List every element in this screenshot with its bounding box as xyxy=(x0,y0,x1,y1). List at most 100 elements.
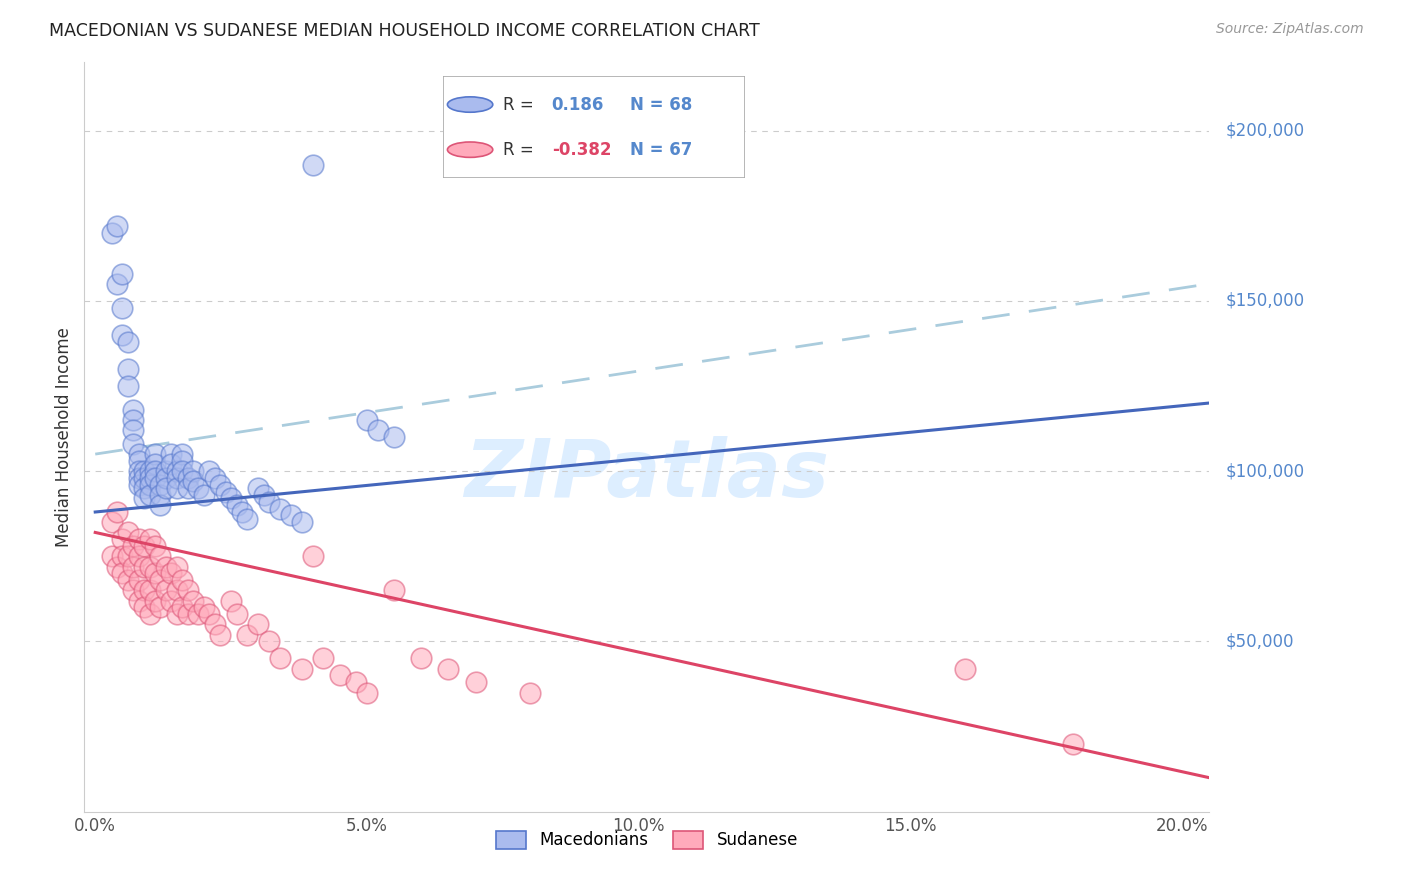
Point xyxy=(143,471,166,485)
Point xyxy=(225,498,247,512)
Point xyxy=(134,491,156,506)
Point xyxy=(122,539,145,553)
Point xyxy=(166,471,188,485)
Point xyxy=(176,481,198,495)
Point xyxy=(166,481,188,495)
Text: R =: R = xyxy=(503,141,534,159)
Point xyxy=(367,423,389,437)
Point xyxy=(953,662,976,676)
Point xyxy=(134,559,156,574)
Point xyxy=(149,498,172,512)
Point xyxy=(253,488,276,502)
Point xyxy=(143,458,166,472)
Point xyxy=(209,477,232,491)
Point xyxy=(128,477,150,491)
Point xyxy=(172,600,194,615)
Point xyxy=(122,559,145,574)
Point xyxy=(257,495,280,509)
Point xyxy=(181,593,204,607)
Point xyxy=(128,533,150,547)
Point xyxy=(128,593,150,607)
Point xyxy=(122,413,145,427)
Point xyxy=(204,617,226,632)
Point xyxy=(138,488,160,502)
Point xyxy=(138,607,160,622)
Point xyxy=(187,607,209,622)
Circle shape xyxy=(447,97,492,112)
Point xyxy=(291,515,314,529)
Point xyxy=(122,437,145,451)
Point xyxy=(117,362,139,376)
Point xyxy=(269,651,291,665)
Point xyxy=(198,607,221,622)
Text: -0.382: -0.382 xyxy=(551,141,612,159)
Point xyxy=(176,607,198,622)
Text: ZIPatlas: ZIPatlas xyxy=(464,435,830,514)
Point xyxy=(155,471,177,485)
Point xyxy=(111,549,134,564)
Point xyxy=(134,600,156,615)
Point xyxy=(181,475,204,489)
Point xyxy=(149,600,172,615)
Point xyxy=(160,593,183,607)
Point xyxy=(111,327,134,342)
Point xyxy=(105,277,128,291)
Point xyxy=(138,559,160,574)
Point xyxy=(117,379,139,393)
Point xyxy=(437,662,460,676)
Text: $150,000: $150,000 xyxy=(1226,292,1305,310)
Point xyxy=(231,505,253,519)
Point xyxy=(128,447,150,461)
Point xyxy=(143,566,166,581)
Point xyxy=(1062,737,1084,751)
Point xyxy=(149,477,172,491)
Point xyxy=(117,549,139,564)
Text: 0.186: 0.186 xyxy=(551,95,605,113)
Point xyxy=(269,501,291,516)
Point xyxy=(181,464,204,478)
Point xyxy=(117,525,139,540)
Point xyxy=(464,675,486,690)
Point xyxy=(257,634,280,648)
Point xyxy=(128,573,150,587)
Point xyxy=(356,685,378,699)
Point xyxy=(128,464,150,478)
Point xyxy=(149,549,172,564)
Point xyxy=(193,488,215,502)
Point xyxy=(166,464,188,478)
Text: N = 67: N = 67 xyxy=(630,141,693,159)
Point xyxy=(134,583,156,598)
Point xyxy=(219,593,242,607)
Point xyxy=(160,566,183,581)
Point xyxy=(176,583,198,598)
Point xyxy=(134,481,156,495)
Text: N = 68: N = 68 xyxy=(630,95,693,113)
Text: $100,000: $100,000 xyxy=(1226,462,1305,480)
Point xyxy=(176,471,198,485)
Point xyxy=(138,533,160,547)
Point xyxy=(236,512,259,526)
Point xyxy=(105,559,128,574)
Point xyxy=(519,685,541,699)
Point xyxy=(111,301,134,315)
Point xyxy=(138,464,160,478)
Point xyxy=(187,481,209,495)
Point xyxy=(166,607,188,622)
Point xyxy=(128,549,150,564)
Circle shape xyxy=(447,142,492,157)
Point xyxy=(382,583,405,598)
Point xyxy=(166,559,188,574)
Point xyxy=(155,481,177,495)
Point xyxy=(122,423,145,437)
Point xyxy=(111,267,134,281)
Point xyxy=(117,573,139,587)
Point xyxy=(111,533,134,547)
Point xyxy=(105,219,128,233)
Point xyxy=(143,464,166,478)
Point xyxy=(122,583,145,598)
Point xyxy=(247,617,270,632)
Text: $50,000: $50,000 xyxy=(1226,632,1294,650)
Point xyxy=(301,549,323,564)
Point xyxy=(356,413,378,427)
Point xyxy=(122,402,145,417)
